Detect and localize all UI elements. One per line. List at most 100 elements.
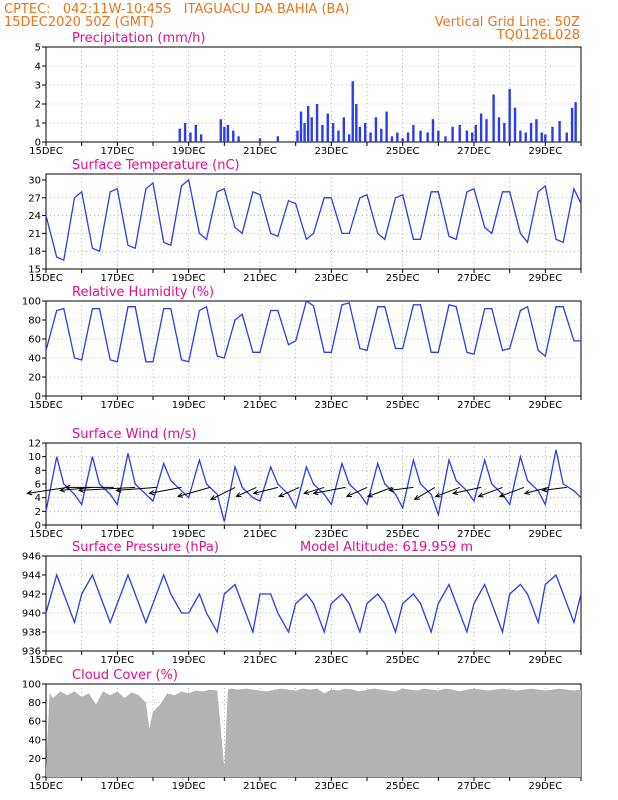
precip-bar: [258, 138, 262, 142]
precip-bar: [369, 132, 372, 142]
x-tick-label: 19DEC: [172, 400, 206, 411]
precip-bar: [474, 124, 477, 142]
model-altitude-note: Model Altitude: 619.959 m: [300, 540, 473, 555]
wind-vector-head: [523, 489, 530, 495]
y-tick-label: 3: [35, 81, 41, 92]
precip-bar: [347, 134, 351, 142]
precip-bar: [396, 132, 399, 142]
y-tick-label: 40: [28, 735, 41, 746]
wind-vector: [345, 486, 368, 498]
wind-vector-head: [345, 492, 353, 498]
y-tick-label: 4: [35, 62, 41, 73]
y-tick-label: 2: [35, 507, 41, 518]
wind-vector-head: [78, 487, 84, 493]
x-tick-label: 19DEC: [172, 273, 206, 284]
wind-vector: [523, 486, 550, 495]
x-tick-label: 25DEC: [386, 655, 420, 666]
wind-vector-head: [498, 492, 505, 498]
wind-vector: [115, 486, 157, 493]
y-tick-label: 100: [22, 680, 41, 691]
x-tick-label: 23DEC: [314, 529, 348, 540]
x-tick-label: 19DEC: [172, 781, 206, 792]
precip-bar: [544, 134, 547, 142]
wind-vector-head: [115, 487, 122, 493]
precip-bar: [310, 117, 313, 142]
y-tick-label: 40: [28, 354, 41, 365]
precip-bar: [485, 119, 488, 142]
wind-vector-shaft: [210, 486, 236, 500]
x-tick-label: 17DEC: [100, 655, 134, 666]
wind-vector: [312, 486, 346, 496]
precipitation-panel: 0 1 2 3 4 5 15DEC 17DEC 19DEC 21DEC 23DEC 25DEC 27DE…: [29, 31, 582, 157]
y-tick-label: 80: [28, 698, 41, 709]
wind-vector-head: [278, 492, 285, 498]
wind-vector: [434, 486, 460, 498]
surface-pressure-line: [45, 572, 582, 635]
precip-bar: [326, 113, 329, 142]
wind-vector-head: [312, 490, 319, 496]
x-tick-label: 27DEC: [457, 400, 491, 411]
x-tick-label: 25DEC: [386, 529, 420, 540]
precip-bar: [431, 119, 435, 142]
wind-vector-head: [235, 492, 242, 498]
precip-bar: [296, 130, 299, 142]
x-tick-label: 27DEC: [457, 655, 491, 666]
wind-vector-shaft: [524, 486, 550, 494]
x-tick-label: 25DEC: [386, 781, 420, 792]
precip-bar: [380, 128, 383, 142]
precip-bar: [465, 130, 469, 142]
wind-vector-head: [434, 492, 441, 498]
precip-bar: [535, 119, 538, 142]
x-tick-label: 25DEC: [386, 400, 420, 411]
header-model: TQ0126L028: [496, 28, 580, 43]
precip-bar: [232, 130, 235, 142]
wind-vector-shaft: [435, 486, 460, 497]
precip-bar: [303, 123, 306, 142]
precip-bar: [426, 132, 429, 142]
wind-vector: [278, 486, 300, 498]
wind-vector-shaft: [279, 486, 300, 497]
wind-vector: [452, 486, 482, 496]
x-tick-label: 21DEC: [243, 146, 277, 157]
precip-bar: [385, 111, 388, 142]
x-tick-label: 15DEC: [29, 273, 63, 284]
precip-bar: [337, 130, 340, 142]
y-tick-label: 936: [22, 647, 41, 658]
precip-bar: [342, 117, 346, 142]
precip-bar: [355, 104, 358, 142]
x-tick-label: 15DEC: [29, 655, 63, 666]
precip-bar: [374, 117, 378, 142]
x-tick-label: 27DEC: [457, 273, 491, 284]
precip-bar: [226, 124, 230, 142]
precip-bar: [306, 105, 310, 142]
x-tick-label: 21DEC: [243, 655, 277, 666]
y-tick-label: 20: [28, 373, 41, 384]
y-tick-label: 21: [28, 229, 41, 240]
x-tick-label: 29DEC: [528, 146, 562, 157]
surface-temperature-title: Surface Temperature (nC): [72, 158, 240, 173]
wind-vector-head: [388, 487, 395, 493]
cloud-cover-panel: 0 20 40 60 80 100 15DEC 17DEC 19DEC 21DEC 23DEC 25D…: [22, 668, 582, 792]
wind-vector: [303, 486, 325, 495]
precip-bar: [479, 113, 483, 142]
x-tick-label: 29DEC: [528, 400, 562, 411]
x-tick-label: 23DEC: [314, 273, 348, 284]
wind-vector-shaft: [499, 486, 525, 497]
y-tick-label: 15: [28, 265, 41, 276]
wind-vector-head: [64, 484, 71, 491]
y-tick-label: 60: [28, 335, 41, 346]
surface-wind-panel: 0 2 4 6 8 10 12 15DEC 17DEC 19DEC 21DEC 23DEC 25DEC 2…: [26, 427, 582, 540]
panel-frame: [45, 555, 582, 652]
wind-vector: [78, 486, 136, 493]
wind-vector-head: [477, 492, 484, 498]
y-tick-label: 1: [35, 119, 41, 130]
wind-vector-shaft: [478, 486, 503, 497]
x-tick-label: 19DEC: [172, 146, 206, 157]
precip-bar: [223, 126, 226, 142]
precip-bar: [351, 81, 354, 142]
precip-bar: [189, 132, 192, 142]
x-tick-label: 21DEC: [243, 529, 277, 540]
y-tick-label: 12: [28, 439, 41, 450]
y-tick-label: 946: [22, 552, 41, 563]
